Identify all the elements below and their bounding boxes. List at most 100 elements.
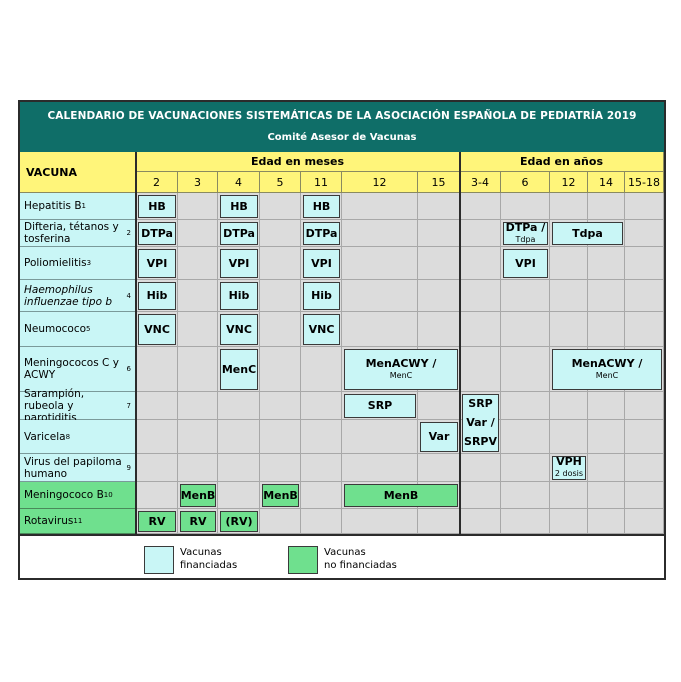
vaccine-name: Difteria, tétanos y tosferina [24,221,119,245]
vaccine-row-label: Meningococo B 10 [20,482,136,509]
vaccine-name: Meningococo B [24,489,104,501]
calendar-title: CALENDARIO DE VACUNACIONES SISTEMÁTICAS … [47,110,637,122]
empty-cell [136,347,178,392]
legend-financed-label: Vacunas financiadas [180,546,237,572]
footnote-number: 9 [126,463,131,472]
empty-cell [418,280,460,312]
empty-cell [260,509,301,534]
year-age-1: 6 [501,172,550,193]
dose-dtpa-box: DTPa [220,222,258,245]
dose-label: SRPV [464,434,497,448]
month-age-6: 15 [418,172,460,193]
dose-vpi-box: VPI [220,249,258,278]
empty-cell [550,482,588,509]
dose-label: MenB [383,488,419,502]
month-age-2: 4 [218,172,260,193]
vaccine-row-label: Difteria, tétanos y tosferina 2 [20,220,136,247]
months-header: Edad en meses [136,152,460,172]
empty-cell [260,454,301,482]
vaccine-row-label: Poliomielitis 3 [20,247,136,280]
dose-sublabel: Tdpa [515,234,536,244]
empty-cell [301,347,342,392]
empty-cell [460,312,501,347]
empty-cell [501,193,550,220]
dose-label: MenB [180,488,216,502]
empty-cell [136,420,178,454]
calendar-subtitle: Comité Asesor de Vacunas [267,132,417,143]
dose-vnc-box: VNC [220,314,258,345]
vaccine-row-label: Meningococos C y ACWY 6 [20,347,136,392]
empty-cell [342,280,418,312]
years-header: Edad en años [460,152,664,172]
dose-menb-box: MenB [262,484,299,507]
empty-cell [588,312,625,347]
dose-label: HB [312,199,331,213]
dose-label: VPI [515,256,536,270]
dose-label: MenB [263,488,298,502]
dose-label: VPI [146,256,168,270]
empty-cell [460,347,501,392]
dose-vph-box: VPH 2 dosis [552,456,586,480]
empty-cell [418,220,460,247]
dose-menacwy-box: MenACWY / MenC [552,349,662,390]
empty-cell [136,392,178,420]
empty-cell [136,454,178,482]
empty-cell [460,247,501,280]
schedule-grid: VACUNA Edad en meses Edad en años 2 3 4 5 11 12 1… [20,152,664,534]
empty-cell [301,392,342,420]
empty-cell [178,454,218,482]
empty-cell [588,454,625,482]
dose-hb-box: HB [303,195,340,218]
dose-menacwy-box: MenACWY / MenC [344,349,458,390]
vaccination-calendar: CALENDARIO DE VACUNACIONES SISTEMÁTICAS … [18,100,666,580]
dose-vnc-box: VNC [138,314,176,345]
empty-cell [460,509,501,534]
dose-vpi-box: VPI [503,249,548,278]
empty-cell [418,509,460,534]
dose-hib-box: Hib [220,282,258,310]
vaccine-column-header: VACUNA [20,152,136,193]
dose-label: (RV) [225,514,253,528]
dose-label: DTPa [305,226,338,240]
empty-cell [342,312,418,347]
footnote-number: 1 [81,202,87,210]
dose-dtpa-box: DTPa [303,222,340,245]
empty-cell [178,392,218,420]
empty-cell [301,454,342,482]
vaccine-row-label: Haemophilus influenzae tipo b 4 [20,280,136,312]
year-age-2: 12 [550,172,588,193]
empty-cell [550,509,588,534]
year-age-3: 14 [588,172,625,193]
dose-menb-box: MenB [344,484,458,507]
vaccine-row-label: Sarampión, rubeola y parotiditis 7 [20,388,136,424]
footnote-number: 3 [86,259,92,267]
dose-label: MenACWY / [571,356,643,370]
empty-cell [301,482,342,509]
vaccine-row-label: Rotavirus 11 [20,509,136,534]
empty-cell [301,509,342,534]
empty-cell [460,280,501,312]
dose-label: VPI [311,256,332,270]
footnote-number: 11 [73,517,83,525]
empty-cell [342,509,418,534]
vaccine-name: Rotavirus [24,515,74,527]
dose-label: VNC [308,322,335,336]
dose-rv-box: RV [138,511,176,532]
dose-label: VNC [226,322,252,336]
empty-cell [625,482,664,509]
empty-cell [625,280,664,312]
vaccine-row-label: Varicela 8 [20,420,136,454]
empty-cell [625,247,664,280]
label-separator [135,152,137,534]
dose-vpi-box: VPI [138,249,176,278]
empty-cell [550,193,588,220]
legend-not-financed-line2: no financiadas [324,560,397,571]
dose-label: Var [428,430,450,443]
legend: Vacunas financiadas Vacunas no financiad… [20,534,664,580]
month-age-4: 11 [301,172,342,193]
dose-label: HB [148,199,166,213]
empty-cell [460,482,501,509]
empty-cell [260,347,301,392]
dose-tdpa-box: Tdpa [552,222,623,245]
